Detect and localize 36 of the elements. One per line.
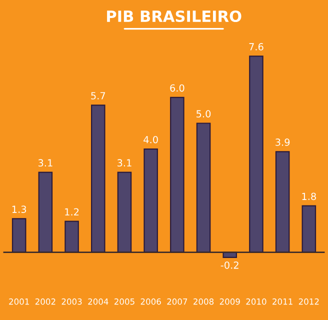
x-tick-label: 2012 [298, 298, 319, 305]
x-tick-label: 2006 [140, 298, 161, 305]
data-label: 6.0 [170, 84, 184, 92]
data-label: 7.6 [249, 43, 264, 50]
x-tick-label: 2011 [272, 298, 292, 305]
bar [90, 104, 106, 253]
data-label: 3.9 [276, 138, 290, 146]
bar [249, 56, 264, 253]
x-tick-label: 2004 [88, 298, 108, 305]
x-tick-label: 2003 [62, 298, 82, 305]
data-label: -0.2 [220, 261, 238, 269]
bar [170, 96, 184, 253]
data-label: 5.0 [196, 110, 211, 118]
bar [275, 151, 290, 253]
x-tick-label: 2010 [246, 298, 266, 305]
data-label: 5.7 [91, 92, 106, 100]
data-label: 1.3 [12, 206, 26, 213]
data-label: 1.2 [65, 208, 79, 216]
data-label: 3.1 [117, 159, 132, 167]
bar [64, 220, 79, 253]
bar [38, 172, 53, 253]
x-tick-label: 2001 [9, 298, 29, 305]
x-tick-label: 2007 [167, 298, 188, 305]
data-label: 3.1 [38, 159, 52, 167]
bar [144, 148, 158, 253]
x-tick-label: 2005 [114, 298, 134, 305]
x-tick-label: 2008 [194, 298, 214, 305]
x-tick-label: 2009 [220, 298, 240, 305]
data-label: 4.0 [144, 136, 158, 144]
bar [12, 218, 26, 253]
data-label: 1.8 [302, 192, 316, 200]
bar [117, 172, 132, 253]
chart-title: PIB BRASILEIRO [107, 10, 242, 22]
x-tick-label: 2002 [35, 298, 56, 305]
bar [196, 122, 211, 253]
bar [302, 205, 316, 253]
